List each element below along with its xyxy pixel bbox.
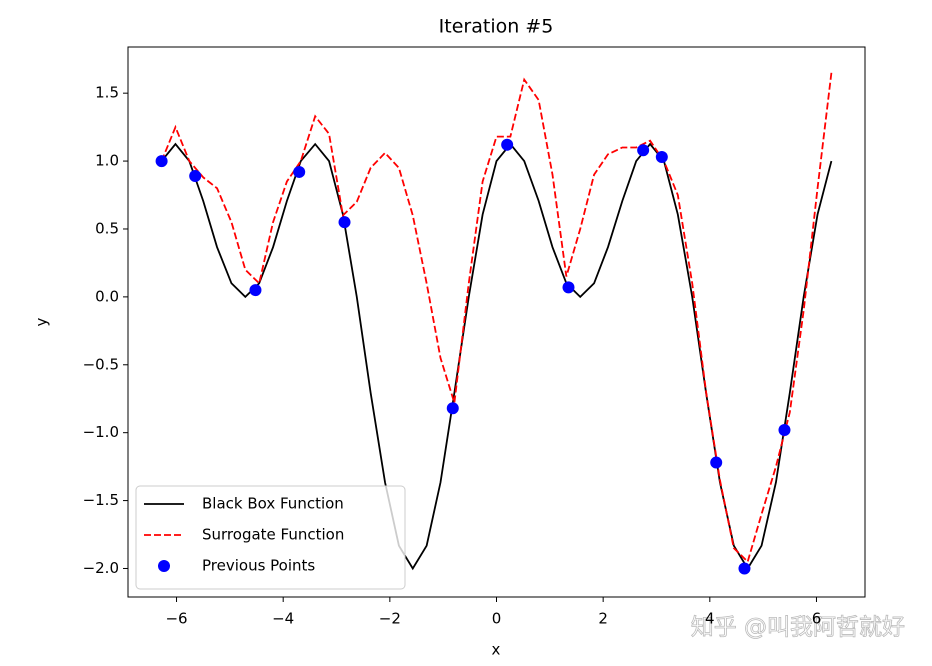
legend-marker (158, 560, 170, 572)
point (562, 281, 575, 294)
point (249, 284, 262, 297)
x-tick-label: −4 (272, 610, 294, 628)
point (446, 402, 459, 415)
x-tick-label: 6 (812, 610, 822, 628)
point (155, 155, 168, 168)
y-tick-label: 0.5 (95, 219, 119, 237)
point (710, 456, 723, 469)
point (778, 423, 791, 436)
y-axis-label: y (33, 317, 51, 326)
legend-label: Black Box Function (202, 495, 344, 513)
y-tick-label: 1.5 (95, 84, 119, 102)
point (338, 216, 351, 229)
x-tick-label: −6 (165, 610, 187, 628)
y-tick-label: 1.0 (95, 152, 119, 170)
x-tick-label: 2 (598, 610, 608, 628)
point (293, 165, 306, 178)
x-axis-label: x (492, 641, 501, 659)
x-tick-label: 4 (705, 610, 715, 628)
watermark: 知乎 @叫我阿哲就好 (691, 615, 905, 641)
y-tick-label: 0.0 (95, 287, 119, 305)
chart-title: Iteration #5 (439, 16, 554, 38)
y-tick-label: −1.5 (83, 491, 119, 509)
y-tick-label: −0.5 (83, 355, 119, 373)
x-tick-label: −2 (379, 610, 401, 628)
point (501, 138, 514, 151)
y-tick-label: −1.0 (83, 423, 119, 441)
point (637, 144, 650, 157)
x-tick-label: 0 (492, 610, 502, 628)
point (189, 170, 202, 183)
legend-box (135, 485, 406, 590)
point (655, 151, 668, 163)
y-tick-label: −2.0 (83, 559, 119, 577)
line (160, 72, 833, 564)
legend-label: Previous Points (202, 557, 315, 575)
point (738, 562, 751, 575)
legend-label: Surrogate Function (202, 526, 344, 544)
plot-frame (127, 46, 866, 598)
